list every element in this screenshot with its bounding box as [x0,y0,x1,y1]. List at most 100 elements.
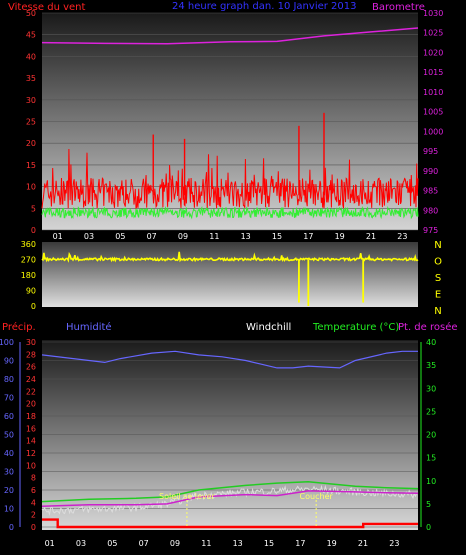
barometer-tick: 1010 [423,88,443,97]
temperature-tick: 30 [426,384,436,393]
wind-speed-tick: 0 [31,226,36,235]
direction-letter: S [435,273,441,284]
temperature-tick: 20 [426,431,436,440]
precip-tick: 16 [26,424,36,433]
direction-line [41,251,419,263]
precip-title: Précip. [2,321,36,333]
temperature-axis: 0 5 10 15 20 25 30 35 40 [420,338,436,532]
sunset-label: Coucher [300,492,334,501]
wind-speed-tick: 35 [26,74,36,83]
barometer-tick: 1000 [423,127,443,136]
temperature-title: Temperature (°C) [312,322,399,333]
precip-tick: 24 [26,375,36,384]
wind-speed-tick: 50 [26,9,36,18]
humidity-tick: 80 [4,375,14,384]
precip-tick: 8 [31,474,36,483]
wind-time-tick: 15 [272,232,282,241]
direction-tick: 180 [21,271,36,280]
direction-tick: 90 [26,287,36,296]
wind-speed-axis: 0 5 10 15 20 25 30 35 40 45 50 [26,9,36,235]
wind-time-tick: 05 [115,232,125,241]
wind-speed-tick: 30 [26,96,36,105]
wind-series [41,27,419,220]
precip-tick: 12 [26,449,36,458]
humidity-gridlines [42,341,418,528]
barometer-tick: 975 [423,226,438,235]
windchill-title: Windchill [246,322,291,333]
humidity-tick: 70 [4,394,14,403]
wind-time-tick: 07 [147,232,157,241]
temperature-tick: 40 [426,338,436,347]
temperature-line [41,480,419,503]
barometer-tick: 980 [423,206,438,215]
humidity-time-tick: 13 [233,539,243,548]
direction-tick: 360 [21,240,36,249]
dewpoint-line [41,490,419,507]
humidity-time-tick: 09 [170,539,180,548]
direction-letter: E [435,290,441,301]
humidity-line [41,350,418,369]
precip-tick: 22 [26,387,36,396]
wind-time-axis: 01 03 05 07 09 11 13 15 17 19 21 23 [53,232,408,241]
wind-speed-tick: 40 [26,52,36,61]
humidity-tick: 20 [4,486,14,495]
precip-tick: 2 [31,511,36,520]
period-title: 24 heure graph dan. 10 Janvier 2013 [172,1,356,12]
temperature-tick: 15 [426,454,436,463]
direction-letter: N [434,306,441,317]
direction-series [41,251,419,306]
precip-tick: 4 [31,498,36,507]
humidity-time-tick: 11 [201,539,211,548]
wind-time-tick: 01 [53,232,63,241]
barometer-line [41,27,419,45]
humidity-time-tick: 17 [295,539,305,548]
barometer-tick: 990 [423,167,438,176]
wind-speed-title: Vitesse du vent [8,2,85,13]
precip-tick: 20 [26,400,36,409]
direction-letter: O [434,257,442,268]
temperature-tick: 35 [426,361,436,370]
direction-axis: 0 90 180 270 360 [21,240,36,311]
precip-tick: 18 [26,412,36,421]
humidity-time-tick: 19 [327,539,337,548]
humidity-time-axis: 01 03 05 07 09 11 13 15 17 19 21 23 [45,539,400,548]
temperature-tick: 25 [426,407,436,416]
wind-time-tick: 21 [366,232,376,241]
humidity-time-tick: 03 [76,539,86,548]
windchill-line [41,484,419,517]
barometer-tick: 985 [423,187,438,196]
barometer-axis: 975 980 985 990 995 1000 1005 1010 1015 1020 1025 1… [423,9,443,235]
precip-tick: 14 [26,437,36,446]
precip-tick: 28 [26,350,36,359]
precip-tick: 0 [31,523,36,532]
wind-speed-tick: 10 [26,183,36,192]
direction-letter: N [434,240,441,251]
barometer-tick: 1020 [423,48,443,57]
temperature-tick: 5 [426,500,431,509]
wind-time-tick: 09 [178,232,188,241]
precip-tick: 26 [26,363,36,372]
humidity-time-tick: 21 [358,539,368,548]
barometer-tick: 1030 [423,9,443,18]
direction-tick: 0 [31,302,36,311]
precip-tick: 30 [26,338,36,347]
wind-speed-tick: 45 [26,31,36,40]
wind-average-line [41,205,419,220]
humidity-tick: 40 [4,449,14,458]
humidity-tick: 50 [4,431,14,440]
humidity-time-tick: 01 [45,539,55,548]
barometer-tick: 1005 [423,108,443,117]
wind-time-tick: 23 [397,232,407,241]
humidity-title: Humidité [66,321,112,333]
barometer-title: Barometre [372,2,425,13]
dewpoint-title: Pt. de rosée [398,321,458,333]
wind-speed-tick: 25 [26,118,36,127]
barometer-tick: 995 [423,147,438,156]
barometer-tick: 1015 [423,68,443,77]
humidity-tick: 10 [4,505,14,514]
humidity-axis: 0 10 20 30 40 50 60 70 80 90 100 [0,338,21,532]
direction-tick: 270 [21,256,36,265]
